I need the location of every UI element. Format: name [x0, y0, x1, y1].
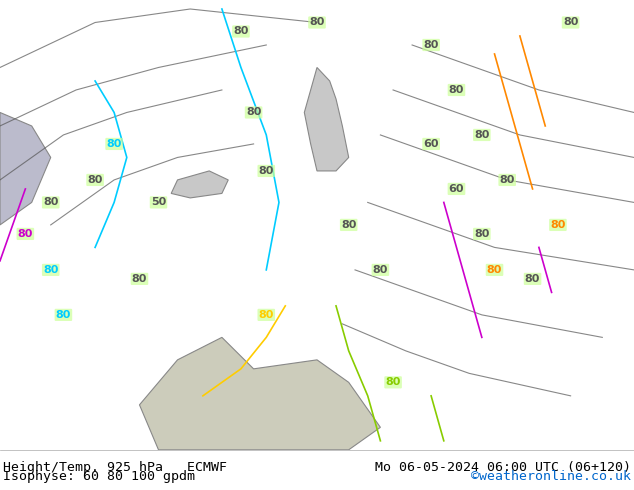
Text: 80: 80 — [56, 310, 71, 320]
Polygon shape — [171, 171, 228, 198]
Text: 80: 80 — [474, 229, 489, 239]
Text: 80: 80 — [233, 26, 249, 36]
Text: 80: 80 — [385, 377, 401, 388]
Text: 80: 80 — [449, 85, 464, 95]
Text: 80: 80 — [246, 107, 261, 118]
Polygon shape — [139, 337, 380, 450]
Text: 80: 80 — [87, 175, 103, 185]
Text: 80: 80 — [259, 310, 274, 320]
Polygon shape — [0, 113, 51, 225]
Text: 80: 80 — [259, 166, 274, 176]
Polygon shape — [304, 68, 349, 171]
Text: 80: 80 — [487, 265, 502, 275]
Text: 80: 80 — [525, 274, 540, 284]
Text: 80: 80 — [132, 274, 147, 284]
Text: Height/Temp. 925 hPa   ECMWF: Height/Temp. 925 hPa ECMWF — [3, 461, 227, 474]
Text: 80: 80 — [474, 130, 489, 140]
Text: ©weatheronline.co.uk: ©weatheronline.co.uk — [471, 470, 631, 483]
Text: Isophyse: 60 80 100 gpdm: Isophyse: 60 80 100 gpdm — [3, 470, 195, 483]
Text: 80: 80 — [373, 265, 388, 275]
Text: 80: 80 — [43, 265, 58, 275]
Text: Mo 06-05-2024 06:00 UTC (06+120): Mo 06-05-2024 06:00 UTC (06+120) — [375, 461, 631, 474]
Text: 60: 60 — [449, 184, 464, 194]
Text: 80: 80 — [107, 139, 122, 149]
Text: 60: 60 — [424, 139, 439, 149]
Text: 80: 80 — [550, 220, 566, 230]
Text: 80: 80 — [563, 18, 578, 27]
Text: 50: 50 — [151, 197, 166, 207]
Text: 80: 80 — [18, 229, 33, 239]
Text: 80: 80 — [424, 40, 439, 50]
Text: 80: 80 — [43, 197, 58, 207]
Text: 80: 80 — [341, 220, 356, 230]
Text: 80: 80 — [500, 175, 515, 185]
Text: 80: 80 — [309, 18, 325, 27]
